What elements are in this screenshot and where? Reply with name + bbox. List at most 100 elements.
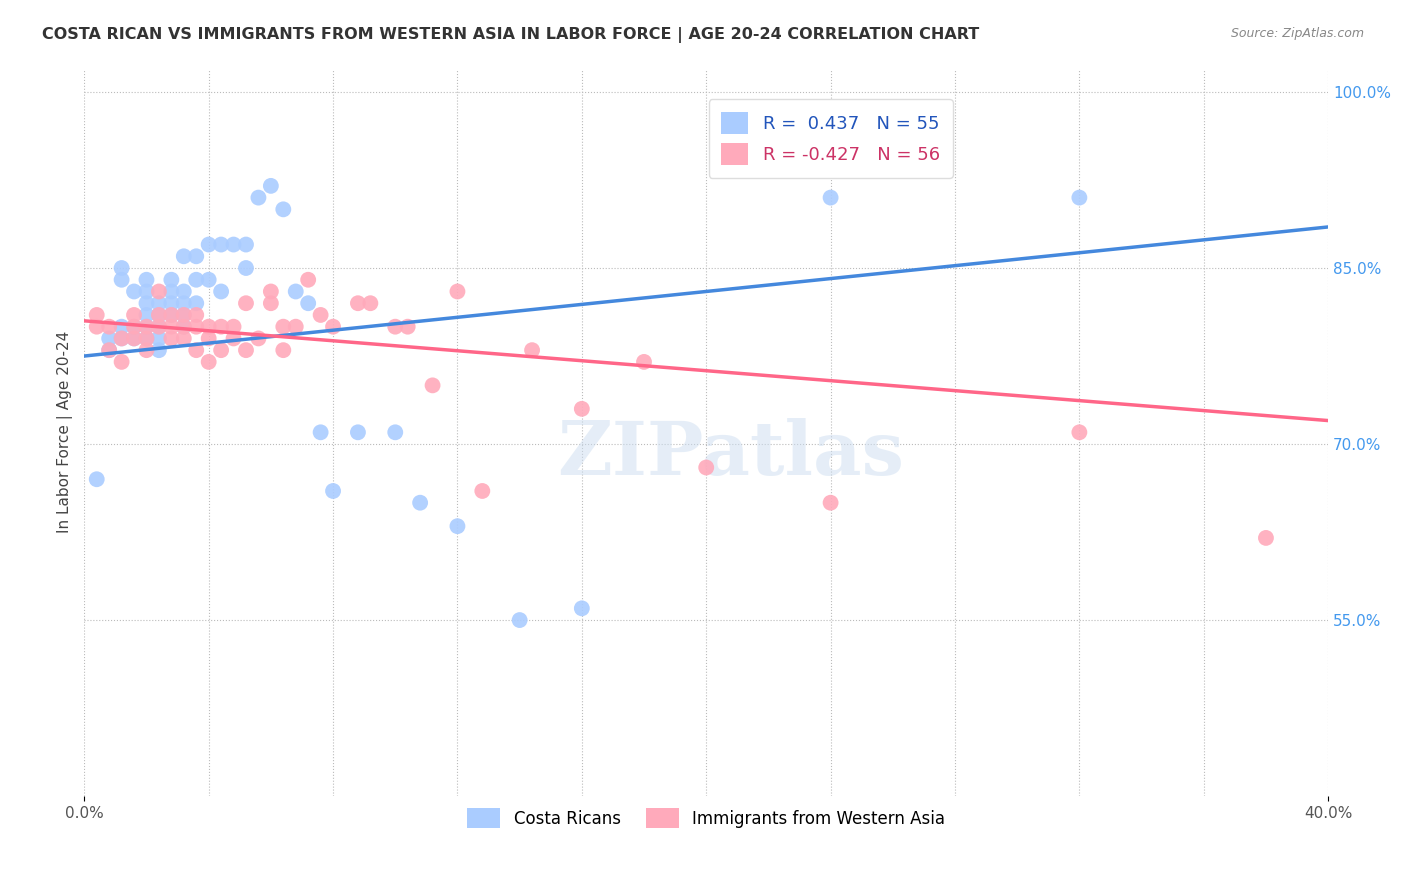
Point [209, 343, 232, 358]
Point [186, 343, 208, 358]
Point [235, 296, 257, 310]
Text: ZIPatlas: ZIPatlas [558, 417, 904, 491]
Point [297, 296, 319, 310]
Point [135, 331, 157, 345]
Point [122, 319, 145, 334]
Point [284, 285, 307, 299]
Point [186, 249, 208, 263]
Point [820, 496, 842, 510]
Point [122, 285, 145, 299]
Point [309, 308, 332, 322]
Point [422, 378, 444, 392]
Point [135, 273, 157, 287]
Point [209, 319, 232, 334]
Y-axis label: In Labor Force | Age 20-24: In Labor Force | Age 20-24 [58, 331, 73, 533]
Point [148, 296, 170, 310]
Point [148, 343, 170, 358]
Point [186, 273, 208, 287]
Point [260, 178, 283, 193]
Point [1069, 191, 1091, 205]
Point [446, 285, 468, 299]
Point [173, 285, 195, 299]
Point [222, 319, 245, 334]
Point [148, 319, 170, 334]
Point [409, 496, 432, 510]
Point [509, 613, 531, 627]
Point [160, 285, 183, 299]
Point [695, 460, 717, 475]
Point [173, 319, 195, 334]
Point [284, 319, 307, 334]
Point [322, 483, 344, 498]
Point [160, 308, 183, 322]
Point [173, 249, 195, 263]
Point [309, 425, 332, 440]
Point [86, 319, 108, 334]
Legend: Costa Ricans, Immigrants from Western Asia: Costa Ricans, Immigrants from Western As… [460, 801, 952, 835]
Point [110, 319, 132, 334]
Point [446, 519, 468, 533]
Point [135, 319, 157, 334]
Point [271, 319, 294, 334]
Point [110, 331, 132, 345]
Point [197, 331, 219, 345]
Point [110, 355, 132, 369]
Point [122, 331, 145, 345]
Point [186, 308, 208, 322]
Point [322, 319, 344, 334]
Point [110, 331, 132, 345]
Point [633, 355, 655, 369]
Point [197, 355, 219, 369]
Point [135, 296, 157, 310]
Point [209, 237, 232, 252]
Point [135, 285, 157, 299]
Text: COSTA RICAN VS IMMIGRANTS FROM WESTERN ASIA IN LABOR FORCE | AGE 20-24 CORRELATI: COSTA RICAN VS IMMIGRANTS FROM WESTERN A… [42, 27, 980, 43]
Point [1254, 531, 1277, 545]
Point [384, 319, 406, 334]
Point [260, 285, 283, 299]
Point [98, 343, 121, 358]
Point [197, 319, 219, 334]
Point [86, 472, 108, 486]
Point [222, 237, 245, 252]
Point [160, 273, 183, 287]
Point [135, 343, 157, 358]
Point [173, 308, 195, 322]
Point [148, 285, 170, 299]
Point [359, 296, 381, 310]
Point [520, 343, 543, 358]
Point [235, 237, 257, 252]
Point [135, 308, 157, 322]
Point [135, 319, 157, 334]
Point [148, 331, 170, 345]
Point [571, 401, 593, 416]
Point [160, 319, 183, 334]
Point [384, 425, 406, 440]
Point [186, 319, 208, 334]
Point [148, 308, 170, 322]
Point [173, 331, 195, 345]
Point [98, 319, 121, 334]
Point [186, 296, 208, 310]
Point [148, 308, 170, 322]
Point [271, 202, 294, 217]
Point [235, 260, 257, 275]
Point [471, 483, 494, 498]
Point [235, 343, 257, 358]
Point [260, 296, 283, 310]
Point [247, 331, 270, 345]
Point [122, 308, 145, 322]
Point [571, 601, 593, 615]
Point [160, 296, 183, 310]
Point [122, 331, 145, 345]
Point [1069, 425, 1091, 440]
Point [122, 319, 145, 334]
Point [173, 319, 195, 334]
Point [86, 308, 108, 322]
Point [135, 331, 157, 345]
Text: Source: ZipAtlas.com: Source: ZipAtlas.com [1230, 27, 1364, 40]
Point [197, 237, 219, 252]
Point [98, 343, 121, 358]
Point [347, 425, 370, 440]
Point [209, 285, 232, 299]
